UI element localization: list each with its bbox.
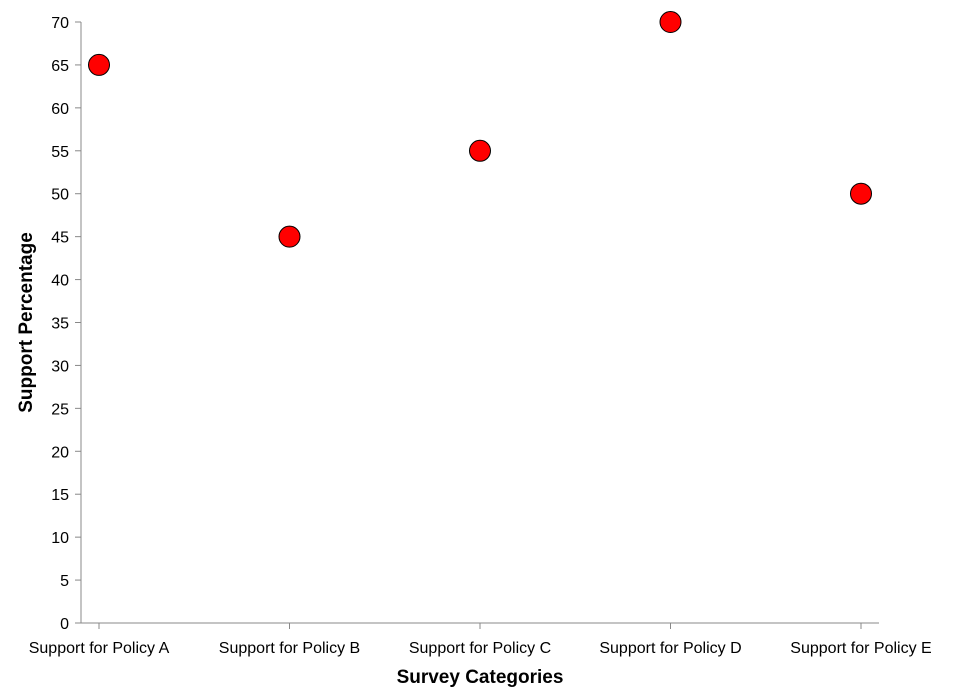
y-tick-label: 50 [51,187,69,204]
x-tick-label: Support for Policy A [29,640,170,657]
y-tick-label: 70 [51,15,69,32]
y-tick-label: 60 [51,101,69,118]
y-tick-label: 10 [51,530,69,547]
y-tick-label: 15 [51,487,69,504]
y-tick-label: 0 [60,616,69,633]
x-tick-label: Support for Policy B [219,640,360,657]
y-tick-label: 45 [51,230,69,247]
y-tick-label: 25 [51,401,69,418]
x-axis: Support for Policy A Support for Policy B… [29,622,932,657]
data-points [88,11,872,248]
y-tick-label: 40 [51,273,69,290]
data-point[interactable] [88,53,110,76]
y-axis-title: Support Percentage [16,232,37,413]
y-tick-label: 30 [51,358,69,375]
data-point[interactable] [659,11,682,33]
y-axis: 0 5 10 15 20 25 30 35 40 45 50 55 60 65 70 [51,15,82,633]
data-point[interactable] [278,225,301,248]
y-tick-label: 5 [60,573,69,590]
y-tick-label: 20 [51,444,69,461]
y-tick-label: 35 [51,316,69,333]
x-tick-label: Support for Policy D [599,640,741,657]
y-tick-label: 65 [51,58,69,75]
y-tick-label: 55 [51,144,69,161]
x-axis-title: Survey Categories [397,667,564,688]
x-tick-label: Support for Policy C [409,640,551,657]
data-point[interactable] [850,182,872,205]
x-tick-label: Support for Policy E [790,640,931,657]
data-point[interactable] [469,139,491,162]
